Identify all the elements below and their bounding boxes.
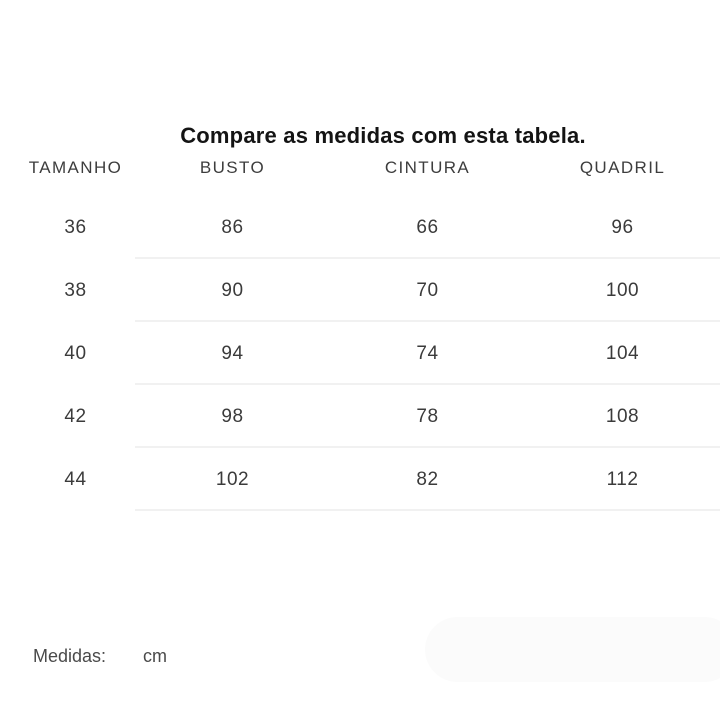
column-header-tamanho: TAMANHO	[28, 158, 123, 177]
cell-tamanho: 42	[64, 405, 87, 427]
cell-quadril: 100	[605, 279, 640, 301]
table-row: 36 86 66 96	[0, 196, 720, 259]
cell-tamanho: 36	[64, 216, 87, 238]
faded-pill	[425, 617, 720, 682]
table-row: 38 90 70 100	[0, 259, 720, 322]
cell-busto: 90	[221, 279, 244, 301]
column-header-quadril: QUADRIL	[579, 158, 666, 177]
cell-tamanho: 40	[64, 342, 87, 364]
table-row: 42 98 78 108	[0, 385, 720, 448]
cell-quadril: 104	[605, 342, 640, 364]
table-row: 40 94 74 104	[0, 322, 720, 385]
cell-busto: 102	[215, 468, 250, 490]
size-table: TAMANHO BUSTO CINTURA QUADRIL 36 86 66 9…	[0, 140, 720, 511]
measures-unit-value: cm	[143, 646, 168, 666]
cell-quadril: 108	[605, 405, 640, 427]
page-title: Compare as medidas com esta tabela.	[180, 122, 586, 148]
column-header-cintura: CINTURA	[384, 158, 471, 177]
cell-quadril: 96	[611, 216, 634, 238]
table-row: 44 102 82 112	[0, 448, 720, 511]
measures-label: Medidas:	[33, 646, 107, 666]
cell-busto: 98	[221, 405, 244, 427]
cell-cintura: 66	[416, 216, 439, 238]
cell-cintura: 74	[416, 342, 439, 364]
table-header-row: TAMANHO BUSTO CINTURA QUADRIL	[0, 140, 720, 196]
cell-cintura: 70	[416, 279, 439, 301]
cell-busto: 86	[221, 216, 244, 238]
cell-cintura: 78	[416, 405, 439, 427]
measures-footer: Medidas: cm	[33, 646, 167, 667]
cell-quadril: 112	[606, 468, 639, 490]
column-header-busto: BUSTO	[199, 158, 266, 177]
cell-busto: 94	[221, 342, 244, 364]
cell-tamanho: 38	[64, 279, 87, 301]
cell-tamanho: 44	[64, 468, 87, 490]
cell-cintura: 82	[416, 468, 439, 490]
